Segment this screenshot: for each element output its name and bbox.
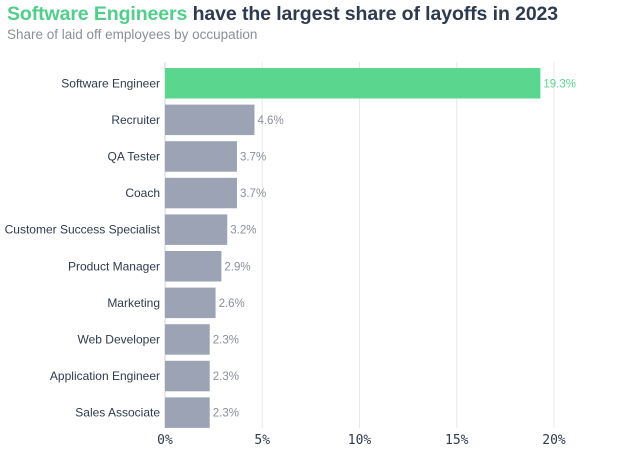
x-tick-label: 10% (348, 433, 372, 448)
value-label: 2.3% (213, 334, 239, 346)
value-label: 2.9% (224, 261, 250, 273)
category-labels: Software Engineer Recruiter QA Tester Coach… (5, 76, 161, 419)
bar (165, 287, 216, 319)
category-label: Customer Success Specialist (5, 223, 161, 237)
x-tick-label: 5% (254, 433, 270, 448)
bar (165, 324, 210, 355)
bar (165, 360, 210, 392)
chart-subtitle: Share of laid off employees by occupatio… (7, 27, 258, 42)
x-tick-label: 15% (445, 433, 469, 448)
x-tick-label: 0% (157, 433, 173, 448)
value-label: 19.3% (543, 78, 576, 90)
bar (165, 104, 255, 136)
value-label: 3.7% (240, 151, 266, 163)
bar (165, 214, 228, 245)
value-label: 3.2% (230, 225, 256, 237)
value-label: 2.3% (213, 371, 239, 383)
category-label: QA Tester (108, 149, 160, 163)
value-label: 2.3% (213, 408, 239, 420)
category-label: Web Developer (78, 332, 161, 346)
bar (165, 68, 541, 99)
bar (165, 251, 222, 282)
bars (165, 68, 541, 428)
value-label: 2.6% (219, 298, 245, 310)
category-label: Sales Associate (75, 406, 160, 420)
category-label: Coach (125, 186, 160, 200)
x-axis-ticks: 0% 5% 10% 15% 20% (157, 433, 566, 448)
bar (165, 141, 237, 172)
value-label: 3.7% (240, 188, 266, 200)
category-label: Recruiter (111, 113, 160, 127)
value-labels: 19.3% 4.6% 3.7% 3.7% 3.2% 2.9% 2.6% 2.3% 2.3% 2.3… (213, 78, 576, 419)
bar (165, 177, 237, 209)
category-label: Software Engineer (61, 76, 160, 90)
title-highlight: Software Engineers (7, 3, 188, 25)
title-rest: have the largest share of layoffs in 202… (187, 3, 559, 25)
bar (165, 397, 210, 428)
x-tick-label: 20% (542, 433, 566, 448)
chart-title: Software Engineers have the largest shar… (7, 3, 558, 26)
value-label: 4.6% (257, 115, 283, 127)
category-label: Product Manager (68, 259, 160, 273)
category-label: Marketing (107, 296, 160, 310)
category-label: Application Engineer (50, 369, 160, 383)
